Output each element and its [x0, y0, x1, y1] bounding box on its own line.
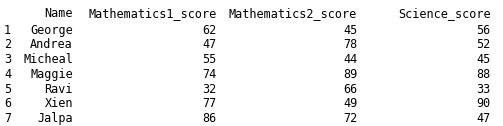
Text: 2: 2	[4, 38, 11, 52]
Text: 52: 52	[476, 38, 490, 52]
Text: Jalpa: Jalpa	[37, 112, 73, 125]
Text: 7: 7	[4, 112, 11, 125]
Text: 55: 55	[202, 53, 216, 66]
Text: 5: 5	[4, 83, 11, 96]
Text: 3: 3	[4, 53, 11, 66]
Text: 74: 74	[202, 68, 216, 81]
Text: 66: 66	[343, 83, 357, 96]
Text: 33: 33	[476, 83, 490, 96]
Text: Andrea: Andrea	[30, 38, 73, 52]
Text: 78: 78	[343, 38, 357, 52]
Text: 77: 77	[202, 97, 216, 111]
Text: Micheal: Micheal	[23, 53, 73, 66]
Text: 86: 86	[202, 112, 216, 125]
Text: Maggie: Maggie	[30, 68, 73, 81]
Text: 1: 1	[4, 24, 11, 37]
Text: 62: 62	[202, 24, 216, 37]
Text: Mathematics1_score: Mathematics1_score	[88, 7, 216, 20]
Text: 56: 56	[476, 24, 490, 37]
Text: 88: 88	[476, 68, 490, 81]
Text: Name: Name	[44, 7, 73, 20]
Text: 72: 72	[343, 112, 357, 125]
Text: 90: 90	[476, 97, 490, 111]
Text: 49: 49	[343, 97, 357, 111]
Text: 44: 44	[343, 53, 357, 66]
Text: 47: 47	[476, 112, 490, 125]
Text: Ravi: Ravi	[44, 83, 73, 96]
Text: Xien: Xien	[44, 97, 73, 111]
Text: 47: 47	[202, 38, 216, 52]
Text: 4: 4	[4, 68, 11, 81]
Text: Mathematics2_score: Mathematics2_score	[229, 7, 357, 20]
Text: 32: 32	[202, 83, 216, 96]
Text: 45: 45	[476, 53, 490, 66]
Text: 89: 89	[343, 68, 357, 81]
Text: Science_score: Science_score	[398, 7, 490, 20]
Text: 45: 45	[343, 24, 357, 37]
Text: 6: 6	[4, 97, 11, 111]
Text: George: George	[30, 24, 73, 37]
